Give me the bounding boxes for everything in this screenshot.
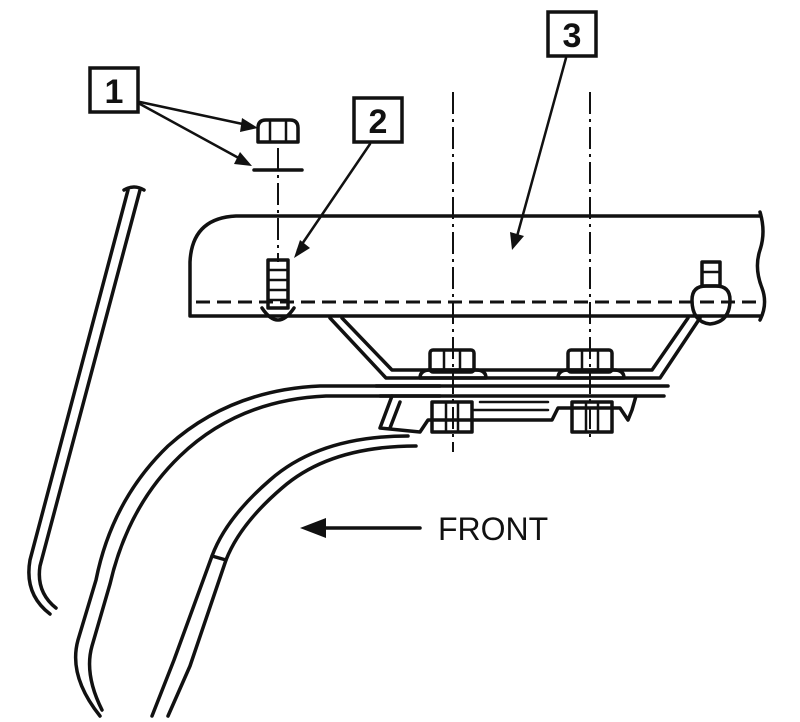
front-label: FRONT — [438, 511, 548, 547]
callout-1-leaders — [138, 100, 258, 166]
callout-1: 1 — [88, 66, 140, 114]
fender-inner — [150, 434, 418, 718]
support-rod — [27, 185, 146, 616]
front-direction-arrow — [300, 518, 422, 538]
callout-3-leader — [510, 56, 568, 250]
fender-outer — [73, 384, 442, 718]
frame-plate — [374, 384, 670, 434]
callout-2-label: 2 — [369, 103, 388, 141]
mounting-bracket — [328, 316, 702, 380]
callout-3: 3 — [546, 10, 598, 58]
mount-hardware-left — [418, 348, 488, 434]
callout-2: 2 — [352, 96, 404, 144]
housing-body — [188, 210, 767, 322]
mounting-stud — [260, 258, 296, 322]
hex-nut — [256, 118, 300, 144]
mount-hardware-right — [556, 348, 626, 434]
callout-1-label: 1 — [105, 73, 124, 111]
callout-3-label: 3 — [563, 17, 582, 55]
callout-2-leader — [294, 142, 372, 258]
housing-bolt-right — [690, 260, 732, 326]
